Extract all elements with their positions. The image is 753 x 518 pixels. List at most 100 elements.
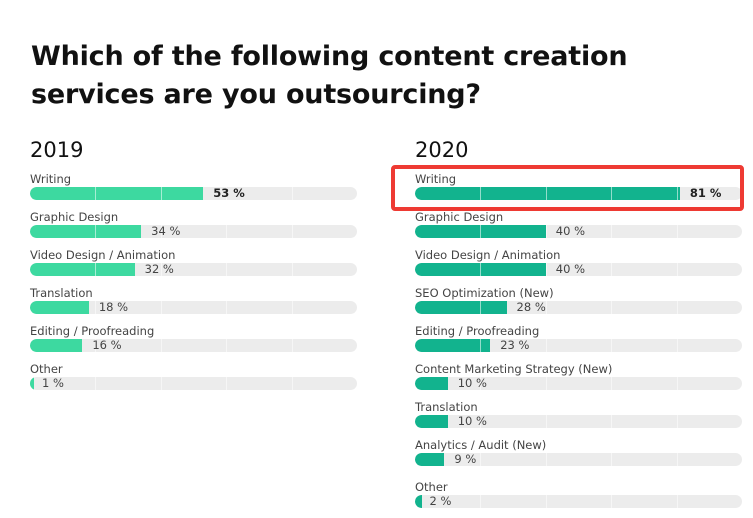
gridline [226, 339, 228, 352]
bar-value-label: 53 % [213, 186, 245, 200]
gridline [545, 377, 547, 390]
bar-row: Writing 53 % [30, 172, 360, 206]
bar-row: Translation 18 % [30, 286, 360, 320]
gridline [95, 301, 97, 314]
gridline [160, 339, 162, 352]
bar-fill [415, 415, 448, 428]
bar-value-label: 23 % [500, 338, 530, 352]
bar-value-label: 32 % [144, 262, 174, 276]
bar-row: Other 2 % [415, 480, 745, 514]
bar-label: SEO Optimization (New) [415, 286, 554, 300]
bar-row: SEO Optimization (New) 28 % [415, 286, 745, 320]
bar-label: Writing [415, 172, 457, 186]
gridline [480, 453, 482, 466]
bar-fill [415, 339, 491, 352]
gridline [611, 225, 613, 238]
bar-label: Graphic Design [415, 210, 504, 224]
gridline [291, 339, 293, 352]
bar-label: Analytics / Audit (New) [415, 438, 547, 452]
gridline [676, 495, 678, 508]
bar-row: Graphic Design 34 % [30, 210, 360, 244]
gridline [676, 225, 678, 238]
bar-value-label: 81 % [689, 186, 722, 200]
chart-title-line-1: Which of the following content creation [31, 41, 628, 72]
gridline [480, 495, 482, 508]
gridline [226, 301, 228, 314]
bar-track [415, 301, 742, 314]
bar-label: Writing [30, 172, 72, 186]
gridline [611, 301, 613, 314]
gridline [611, 415, 613, 428]
gridline [95, 339, 97, 352]
gridline [545, 339, 547, 352]
bar-value-label: 9 % [454, 452, 477, 466]
bar-value-label: 40 % [555, 262, 586, 276]
gridline [95, 377, 97, 390]
gridline [160, 225, 162, 238]
bar-row: Video Design / Animation 40 % [415, 248, 745, 282]
gridline [226, 263, 228, 276]
bar-track [30, 187, 357, 200]
bar-value-label: 10 % [457, 414, 487, 428]
bar-label: Editing / Proofreading [30, 324, 155, 338]
highlight-box-writing-2020 [391, 165, 744, 211]
bar-track [415, 453, 742, 466]
chart-title-line-2: services are you outsourcing? [31, 79, 481, 110]
gridline [676, 263, 678, 276]
gridline [611, 453, 613, 466]
bar-row: Editing / Proofreading 23 % [415, 324, 745, 358]
gridline [160, 377, 162, 390]
gridline [291, 225, 293, 238]
bar-label: Video Design / Animation [30, 248, 176, 262]
gridline [611, 339, 613, 352]
bar-track [415, 263, 742, 276]
bar-value-label: 2 % [429, 494, 452, 508]
year-heading-2020: 2020 [415, 138, 469, 162]
gridline [480, 263, 482, 276]
bar-track [30, 301, 357, 314]
bar-track [415, 187, 742, 200]
bar-fill [30, 377, 34, 390]
bar-track [30, 225, 357, 238]
bar-track [30, 263, 357, 276]
bar-fill [30, 339, 83, 352]
gridline [291, 377, 293, 390]
gridline [676, 453, 678, 466]
gridline [480, 225, 482, 238]
bar-label: Other [415, 480, 448, 494]
chart-2019: 2019 Writing 53 % Graphic Design 34 % Video … [30, 136, 360, 390]
bar-fill [30, 225, 142, 238]
gridline [676, 339, 678, 352]
gridline [291, 263, 293, 276]
gridline [226, 187, 228, 200]
bar-fill [415, 377, 448, 390]
gridline [480, 377, 482, 390]
bar-track [30, 339, 357, 352]
gridline [545, 495, 547, 508]
bar-value-label: 10 % [457, 376, 487, 390]
gridline [676, 301, 678, 314]
bar-value-label: 34 % [151, 224, 181, 238]
bar-fill [415, 495, 422, 508]
gridline [545, 187, 547, 200]
bar-fill [30, 187, 204, 200]
bar-row: Analytics / Audit (New) 9 % [415, 438, 745, 472]
bar-track [415, 339, 742, 352]
gridline [95, 263, 97, 276]
bar-row: Graphic Design 40 % [415, 210, 745, 244]
bar-label: Translation [415, 400, 478, 414]
bar-value-label: 18 % [98, 300, 129, 314]
bar-value-label: 1 % [42, 376, 64, 390]
bar-value-label: 28 % [516, 300, 546, 314]
bar-label: Translation [30, 286, 93, 300]
gridline [676, 377, 678, 390]
bar-row: Other 1 % [30, 362, 360, 396]
gridline [291, 301, 293, 314]
gridline [611, 187, 613, 200]
gridline [611, 377, 613, 390]
gridline [160, 301, 162, 314]
bar-track [415, 225, 742, 238]
bar-fill [30, 263, 135, 276]
gridline [676, 415, 678, 428]
gridline [545, 225, 547, 238]
